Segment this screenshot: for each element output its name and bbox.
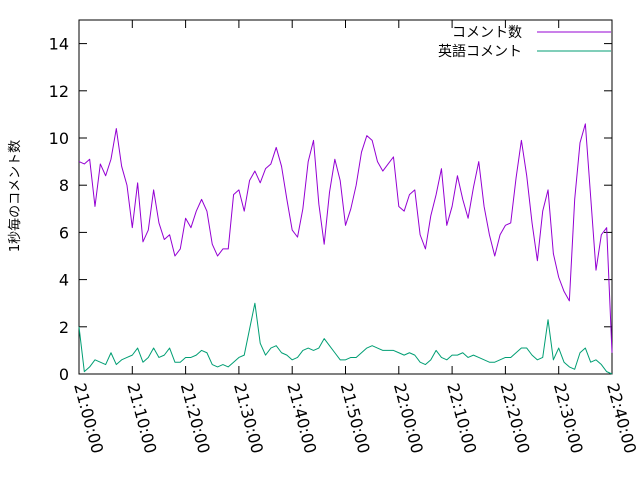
y-tick-label: 12 (49, 82, 69, 101)
axes: 0 2 4 6 8 10 12 14 21:00:00 21:10:00 21:20:00 21:30… (49, 19, 640, 455)
x-tick-label: 22:30:00 (550, 381, 587, 455)
series-line-2 (78, 302, 613, 375)
legend-label: コメント数 (452, 25, 522, 41)
x-tick-label: 21:20:00 (177, 381, 214, 455)
y-tick-label: 14 (49, 35, 69, 54)
series-layer (78, 123, 613, 375)
y-tick-label: 2 (59, 318, 69, 337)
x-tick-label: 21:40:00 (283, 381, 320, 455)
x-tick-label: 22:20:00 (497, 381, 534, 455)
series-line-1 (78, 123, 613, 353)
plot-frame (78, 19, 613, 375)
x-tick-label: 22:00:00 (390, 381, 427, 455)
x-tick-label: 21:50:00 (337, 381, 374, 455)
y-tick-label: 6 (59, 223, 69, 242)
x-tick-label: 21:00:00 (70, 381, 107, 455)
x-tick-label: 22:40:00 (603, 381, 640, 455)
x-tick-label: 22:10:00 (443, 381, 480, 455)
y-tick-label: 4 (59, 271, 69, 290)
y-tick-label: 8 (59, 176, 69, 195)
y-tick-label: 10 (49, 129, 69, 148)
y-tick-label: 0 (59, 365, 69, 384)
legend-label: 英語コメント (438, 43, 522, 60)
x-tick-label: 21:10:00 (123, 381, 160, 455)
y-axis-label: 1秒毎のコメント数 (7, 140, 23, 252)
x-tick-label: 21:30:00 (230, 381, 267, 455)
